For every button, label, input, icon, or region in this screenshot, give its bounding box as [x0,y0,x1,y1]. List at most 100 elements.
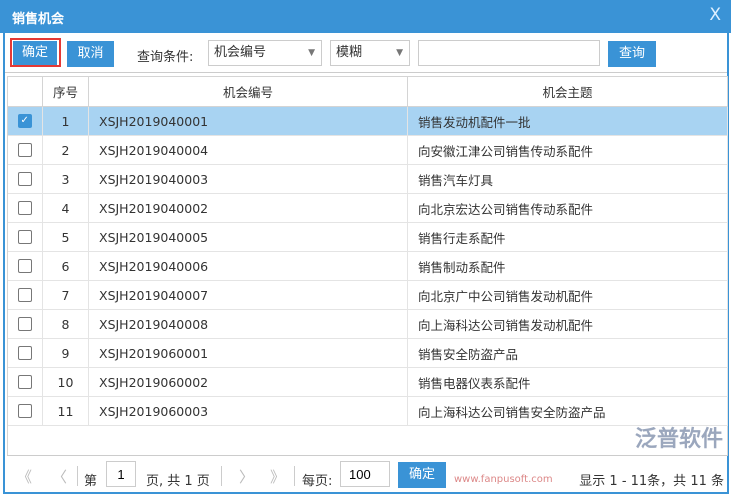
table-row[interactable]: 6 XSJH2019040006 销售制动系配件 [7,251,728,281]
row-code: XSJH2019060002 [88,367,408,397]
row-checkbox[interactable] [17,288,32,302]
dialog-frame [3,33,729,494]
watermark-logo: 泛普软件 [634,427,723,452]
cancel-button[interactable]: 取消 [67,41,114,67]
row-subject: 向北京广中公司销售发动机配件 [407,280,728,310]
row-subject: 销售发动机配件一批 [407,106,728,136]
table-row[interactable]: 10 XSJH2019060002 销售电器仪表系配件 [7,367,728,397]
row-checkbox-cell[interactable] [7,222,43,252]
row-code: XSJH2019060003 [88,396,408,426]
row-subject: 销售行走系配件 [407,222,728,252]
page-suffix: 页, 共 1 页 [146,474,210,489]
row-no: 8 [42,309,89,339]
row-no: 4 [42,193,89,223]
row-checkbox-cell[interactable] [7,193,43,223]
table-row[interactable]: ✓ 1 XSJH2019040001 销售发动机配件一批 [7,106,728,136]
row-checkbox[interactable] [17,172,32,186]
opportunity-table: 序号 机会编号 机会主题 ✓ 1 XSJH2019040001 销售发动机配件一… [7,76,728,426]
header-checkbox [7,76,43,107]
page-input[interactable] [106,461,136,487]
row-checkbox[interactable] [17,375,32,389]
chevron-down-icon: ▼ [308,48,315,58]
dialog-titlebar: 销售机会 X [0,0,731,33]
row-checkbox-cell[interactable] [7,251,43,281]
row-checkbox-cell[interactable] [7,164,43,194]
query-label: 查询条件: [137,50,194,65]
page-prefix: 第 [84,474,98,489]
header-code[interactable]: 机会编号 [88,76,408,107]
row-no: 6 [42,251,89,281]
row-code: XSJH2019040002 [88,193,408,223]
first-page-icon[interactable]: 《 [17,468,33,486]
row-subject: 销售安全防盗产品 [407,338,728,368]
row-checkbox-cell[interactable]: ✓ [7,106,43,136]
row-subject: 向上海科达公司销售安全防盗产品 [407,396,728,426]
table-row[interactable]: 2 XSJH2019040004 向安徽江津公司销售传动系配件 [7,135,728,165]
row-no: 1 [42,106,89,136]
field-select[interactable]: 机会编号 ▼ [208,40,322,66]
row-code: XSJH2019040003 [88,164,408,194]
row-subject: 销售制动系配件 [407,251,728,281]
row-checkbox-cell[interactable] [7,280,43,310]
per-page-input[interactable] [340,461,390,487]
table-row[interactable]: 7 XSJH2019040007 向北京广中公司销售发动机配件 [7,280,728,310]
divider [294,466,295,486]
row-checkbox[interactable] [17,346,32,360]
per-page-label: 每页: [302,474,333,489]
prev-page-icon[interactable]: 〈 [52,468,68,486]
row-no: 3 [42,164,89,194]
field-select-value: 机会编号 [214,45,267,60]
row-checkbox[interactable] [17,230,32,244]
watermark-url: www.fanpusoft.com [454,474,553,485]
header-subject[interactable]: 机会主题 [407,76,728,107]
highlight-box [10,38,61,67]
page-summary: 显示 1 - 11条，共 11 条 [579,474,724,489]
row-code: XSJH2019040006 [88,251,408,281]
match-select-value: 模糊 [336,45,363,60]
table-row[interactable]: 9 XSJH2019060001 销售安全防盗产品 [7,338,728,368]
pager-confirm-button[interactable]: 确定 [398,462,446,488]
row-checkbox[interactable] [17,317,32,331]
table-row[interactable]: 3 XSJH2019040003 销售汽车灯具 [7,164,728,194]
row-checkbox[interactable]: ✓ [17,114,32,128]
row-no: 5 [42,222,89,252]
table-header: 序号 机会编号 机会主题 [7,76,728,107]
match-select[interactable]: 模糊 ▼ [330,40,410,66]
close-icon[interactable]: X [709,5,721,25]
row-code: XSJH2019060001 [88,338,408,368]
table-row[interactable]: 8 XSJH2019040008 向上海科达公司销售发动机配件 [7,309,728,339]
confirm-button[interactable]: 确定 [13,41,57,65]
table-row[interactable]: 5 XSJH2019040005 销售行走系配件 [7,222,728,252]
divider [77,466,78,486]
toolbar-divider [5,72,727,73]
row-subject: 向北京宏达公司销售传动系配件 [407,193,728,223]
header-no[interactable]: 序号 [42,76,89,107]
search-input[interactable] [418,40,600,66]
row-subject: 销售电器仪表系配件 [407,367,728,397]
row-no: 2 [42,135,89,165]
row-checkbox-cell[interactable] [7,367,43,397]
row-code: XSJH2019040004 [88,135,408,165]
row-checkbox[interactable] [17,143,32,157]
row-code: XSJH2019040007 [88,280,408,310]
search-button[interactable]: 查询 [608,41,656,67]
row-checkbox-cell[interactable] [7,309,43,339]
row-subject: 向上海科达公司销售发动机配件 [407,309,728,339]
row-checkbox[interactable] [17,259,32,273]
row-checkbox-cell[interactable] [7,396,43,426]
row-checkbox-cell[interactable] [7,338,43,368]
chevron-down-icon: ▼ [396,48,403,58]
row-no: 11 [42,396,89,426]
row-subject: 向安徽江津公司销售传动系配件 [407,135,728,165]
row-checkbox[interactable] [17,201,32,215]
row-checkbox[interactable] [17,404,32,418]
last-page-icon[interactable]: 》 [270,468,286,486]
next-page-icon[interactable]: 〉 [239,468,255,486]
row-code: XSJH2019040005 [88,222,408,252]
table-row[interactable]: 11 XSJH2019060003 向上海科达公司销售安全防盗产品 [7,396,728,426]
row-subject: 销售汽车灯具 [407,164,728,194]
divider [221,466,222,486]
table-row[interactable]: 4 XSJH2019040002 向北京宏达公司销售传动系配件 [7,193,728,223]
row-code: XSJH2019040001 [88,106,408,136]
row-checkbox-cell[interactable] [7,135,43,165]
